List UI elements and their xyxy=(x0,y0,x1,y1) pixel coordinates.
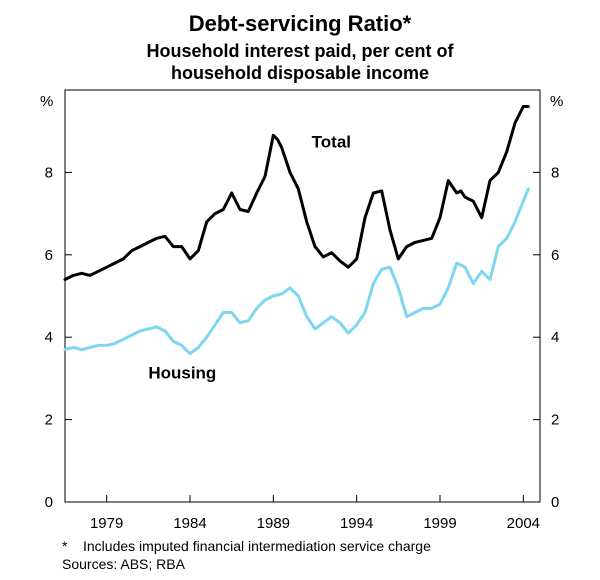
y-tick-label-left-2: 2 xyxy=(45,412,53,429)
y-tick-label-right-8: 8 xyxy=(551,164,559,181)
x-tick-label-1994: 1994 xyxy=(340,515,373,532)
y-tick-label-left-0: 0 xyxy=(45,494,53,511)
chart-title: Debt-servicing Ratio* xyxy=(189,11,412,36)
x-tick-label-1989: 1989 xyxy=(257,515,290,532)
x-tick-label-1999: 1999 xyxy=(423,515,456,532)
x-tick-label-2004: 2004 xyxy=(507,515,540,532)
y-tick-label-right-4: 4 xyxy=(551,329,559,346)
y-tick-label-left-4: 4 xyxy=(45,329,53,346)
y-tick-label-right-2: 2 xyxy=(551,412,559,429)
y-unit-right: % xyxy=(550,93,563,110)
footnote-sources: Sources: ABS; RBA xyxy=(62,556,186,572)
x-axis: 1979 1984 1989 1994 1999 2004 xyxy=(90,495,540,532)
housing-series-line xyxy=(63,187,530,356)
y-tick-label-left-6: 6 xyxy=(45,247,53,264)
chart-subtitle-line-1: Household interest paid, per cent of xyxy=(146,41,454,61)
chart-subtitle-line-2: household disposable income xyxy=(171,63,429,83)
y-tick-label-left-8: 8 xyxy=(45,164,53,181)
housing-series-label: Housing xyxy=(148,363,216,382)
y-tick-label-right-0: 0 xyxy=(551,494,559,511)
y-axis: 0 0 2 2 4 4 6 6 8 8 xyxy=(45,164,560,511)
y-tick-label-right-6: 6 xyxy=(551,247,559,264)
total-series-line xyxy=(63,105,530,281)
total-series-label: Total xyxy=(312,133,351,152)
y-unit-left: % xyxy=(40,93,53,110)
x-tick-label-1979: 1979 xyxy=(90,515,123,532)
plot-frame xyxy=(64,89,541,503)
x-tick-label-1984: 1984 xyxy=(173,515,206,532)
plot-series xyxy=(63,105,530,356)
footnote-definition: * Includes imputed financial intermediat… xyxy=(62,538,431,554)
